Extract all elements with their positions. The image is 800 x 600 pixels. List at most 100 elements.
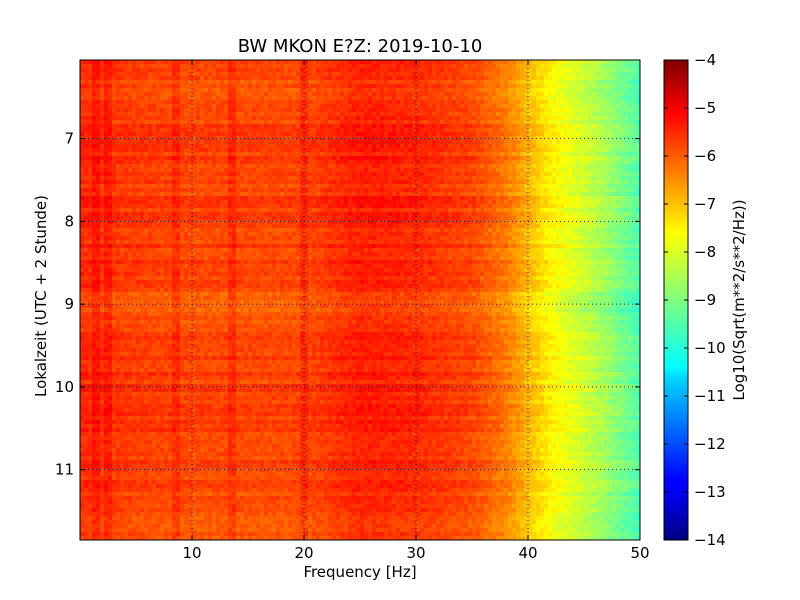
heatmap-cell [572,152,577,157]
heatmap-cell [516,68,521,73]
heatmap-cell [240,176,245,181]
heatmap-cell [448,108,453,113]
heatmap-cell [504,180,509,185]
heatmap-cell [272,88,277,93]
heatmap-cell [336,104,341,109]
heatmap-cell [272,164,277,169]
heatmap-cell [508,84,513,89]
heatmap-cell [584,112,589,117]
heatmap-cell [404,80,409,85]
heatmap-cell [480,100,485,105]
heatmap-cell [92,164,97,169]
heatmap-cell [200,140,205,145]
heatmap-cell [560,184,565,189]
heatmap-cell [596,84,601,89]
heatmap-cell [476,84,481,89]
heatmap-cell [484,124,489,129]
heatmap-cell [600,140,605,145]
heatmap-cell [528,144,533,149]
heatmap-cell [408,148,413,153]
heatmap-cell [596,136,601,141]
heatmap-cell [332,192,337,197]
heatmap-cell [188,196,193,201]
heatmap-cell [300,160,305,165]
heatmap-cell [624,60,629,65]
heatmap-cell [620,76,625,81]
heatmap-cell [504,156,509,161]
heatmap-cell [372,76,377,81]
heatmap-cell [356,132,361,137]
heatmap-cell [244,84,249,89]
heatmap-cell [336,116,341,121]
heatmap-cell [432,108,437,113]
heatmap-cell [96,92,101,97]
heatmap-cell [88,124,93,129]
heatmap-cell [140,72,145,77]
heatmap-cell [464,112,469,117]
heatmap-cell [260,96,265,101]
heatmap-cell [124,196,129,201]
heatmap-cell [196,104,201,109]
heatmap-cell [380,96,385,101]
heatmap-cell [220,92,225,97]
heatmap-cell [576,80,581,85]
heatmap-cell [528,104,533,109]
heatmap-cell [328,112,333,117]
heatmap-cell [328,184,333,189]
heatmap-cell [512,156,517,161]
heatmap-cell [180,116,185,121]
heatmap-cell [532,80,537,85]
heatmap-cell [332,84,337,89]
heatmap-cell [592,120,597,125]
heatmap-cell [212,188,217,193]
heatmap-cell [500,104,505,109]
heatmap-cell [288,184,293,189]
heatmap-cell [256,200,261,205]
heatmap-cell [228,68,233,73]
heatmap-cell [304,164,309,169]
heatmap-cell [484,112,489,117]
heatmap-cell [456,164,461,169]
heatmap-cell [604,68,609,73]
heatmap-cell [500,172,505,177]
heatmap-cell [452,116,457,121]
heatmap-cell [112,156,117,161]
heatmap-cell [492,152,497,157]
heatmap-cell [472,168,477,173]
heatmap-cell [304,176,309,181]
heatmap-cell [216,184,221,189]
heatmap-cell [136,144,141,149]
heatmap-cell [220,140,225,145]
heatmap-cell [116,72,121,77]
heatmap-cell [284,92,289,97]
heatmap-cell [268,192,273,197]
heatmap-cell [452,136,457,141]
heatmap-cell [200,116,205,121]
heatmap-cell [524,172,529,177]
heatmap-cell [320,60,325,65]
heatmap-cell [296,68,301,73]
heatmap-cell [624,180,629,185]
heatmap-cell [352,164,357,169]
heatmap-cell [216,108,221,113]
heatmap-cell [172,92,177,97]
heatmap-cell [152,144,157,149]
heatmap-cell [128,152,133,157]
heatmap-cell [576,136,581,141]
heatmap-cell [528,148,533,153]
heatmap-cell [172,84,177,89]
heatmap-cell [212,144,217,149]
heatmap-cell [484,120,489,125]
heatmap-cell [276,140,281,145]
heatmap-cell [96,168,101,173]
heatmap-cell [488,96,493,101]
heatmap-cell [192,92,197,97]
heatmap-cell [476,96,481,101]
heatmap-cell [548,184,553,189]
heatmap-cell [400,140,405,145]
heatmap-cell [112,64,117,69]
heatmap-cell [436,180,441,185]
heatmap-cell [388,144,393,149]
heatmap-cell [164,80,169,85]
heatmap-cell [556,148,561,153]
